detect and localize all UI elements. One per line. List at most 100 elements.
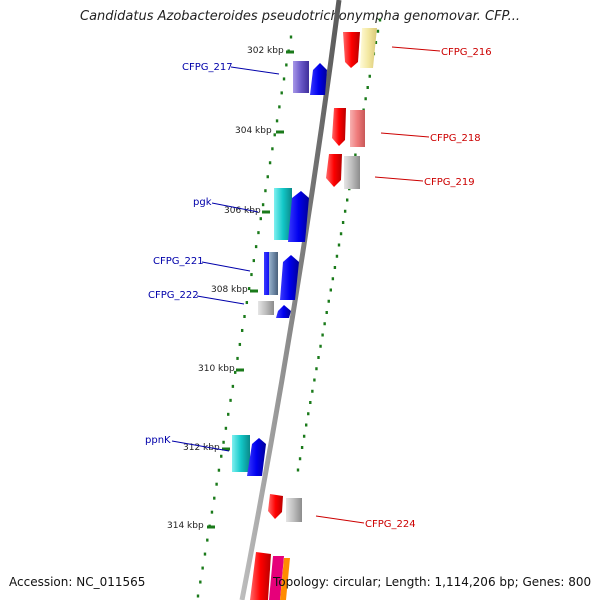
track-dot — [229, 398, 232, 402]
track-dot — [378, 18, 382, 22]
tick-mark — [276, 130, 284, 134]
track-dot — [302, 434, 306, 438]
leader-line — [380, 132, 430, 138]
track-dot — [210, 510, 214, 514]
gene-block-ppnk[interactable] — [232, 435, 266, 476]
track-dot — [245, 301, 249, 305]
track-dot — [321, 333, 324, 337]
track-dot — [368, 74, 371, 78]
track-dot — [376, 29, 380, 33]
forward-gene-label[interactable]: CFPG_221 — [153, 256, 204, 267]
accession-text: Accession: NC_011565 — [9, 575, 146, 589]
track-dot — [327, 299, 330, 303]
track-dot — [236, 356, 239, 360]
track-dot — [307, 412, 310, 416]
leader-line — [374, 176, 424, 182]
track-dot — [264, 189, 267, 193]
track-dot — [243, 315, 246, 318]
reverse-gene-label[interactable]: CFPG_219 — [424, 177, 475, 188]
track-dot — [313, 378, 316, 382]
gene-block-cfpg-218[interactable] — [332, 108, 365, 147]
tick-label: 302 kbp — [247, 46, 284, 56]
track-dot — [261, 203, 265, 207]
track-dot — [250, 273, 253, 277]
track-dot — [196, 594, 200, 598]
track-dot — [317, 356, 320, 359]
track-dot — [335, 254, 339, 258]
forward-strand-genes — [232, 61, 327, 476]
track-dot — [231, 384, 235, 388]
reverse-gene-label[interactable]: CFPG_218 — [430, 133, 481, 144]
topology-text: Topology: circular; Length: 1,114,206 bp… — [273, 575, 592, 589]
track-dot — [203, 552, 207, 556]
track-dot — [220, 454, 223, 458]
track-dot — [298, 457, 302, 461]
gene-block-cfpg-224[interactable] — [268, 494, 302, 522]
track-dot — [213, 496, 216, 500]
track-dot — [337, 243, 341, 247]
track-dot — [215, 482, 218, 486]
genome-backbone — [239, 0, 342, 600]
track-dot — [238, 342, 242, 346]
track-dot — [275, 119, 279, 123]
track-dot — [252, 259, 255, 263]
track-dot — [319, 344, 322, 348]
track-dot — [309, 401, 312, 404]
track-dot — [339, 232, 343, 236]
track-dot — [346, 198, 349, 202]
track-dot — [315, 367, 318, 371]
track-dot — [254, 245, 258, 249]
gene-block-cfpg-221[interactable] — [264, 252, 299, 300]
scale-ticks: 302 kbp 304 kbp 306 kbp 308 kbp 310 kbp 312 k… — [167, 46, 294, 531]
track-dot — [285, 63, 288, 67]
forward-gene-label[interactable]: CFPG_222 — [148, 290, 199, 301]
gene-block-cfpg-216[interactable] — [343, 28, 377, 68]
track-dot — [280, 91, 283, 95]
track-dot — [266, 175, 269, 179]
track-dot — [333, 266, 337, 269]
leader-line — [391, 46, 441, 52]
leader-line — [315, 515, 365, 524]
gene-block-cfpg-222[interactable] — [258, 301, 291, 318]
tick-label: 308 kbp — [211, 285, 248, 295]
reverse-gene-label[interactable]: CFPG_216 — [441, 47, 492, 58]
track-dot — [206, 538, 209, 542]
leader-line — [230, 66, 280, 75]
track-dot — [201, 566, 204, 570]
tick-label: 314 kbp — [167, 521, 204, 531]
reverse-gene-label[interactable]: CFPG_224 — [365, 519, 416, 530]
tick-mark — [222, 447, 230, 451]
tick-mark — [207, 525, 215, 529]
gene-block-pgk[interactable] — [274, 188, 309, 242]
gene-block-cfpg-219[interactable] — [326, 154, 360, 189]
track-dot — [259, 217, 262, 221]
track-dot — [329, 288, 332, 292]
track-dot — [224, 426, 228, 430]
forward-gene-label[interactable]: ppnK — [145, 435, 171, 446]
track-dot — [247, 287, 251, 291]
tick-mark — [250, 289, 258, 293]
track-dot — [217, 468, 221, 472]
tick-mark — [286, 50, 294, 54]
tick-mark — [262, 210, 270, 214]
tick-label: 304 kbp — [235, 126, 272, 136]
track-dot — [257, 231, 260, 235]
track-dot — [199, 580, 202, 584]
forward-gene-label[interactable]: CFPG_217 — [182, 62, 233, 73]
forward-gene-label[interactable]: pgk — [193, 197, 212, 208]
track-dot — [323, 322, 326, 326]
track-dot — [343, 209, 347, 213]
leader-line — [171, 440, 230, 452]
track-dot — [354, 153, 357, 157]
track-dot — [364, 97, 367, 101]
track-dot — [289, 35, 293, 39]
track-dot — [234, 370, 237, 374]
track-dot — [341, 221, 345, 224]
reverse-strand-genes — [250, 28, 377, 600]
gene-block-cfpg-217[interactable] — [293, 61, 327, 95]
track-dot — [325, 311, 328, 314]
gene-block-cluster-bottom[interactable] — [250, 552, 290, 600]
